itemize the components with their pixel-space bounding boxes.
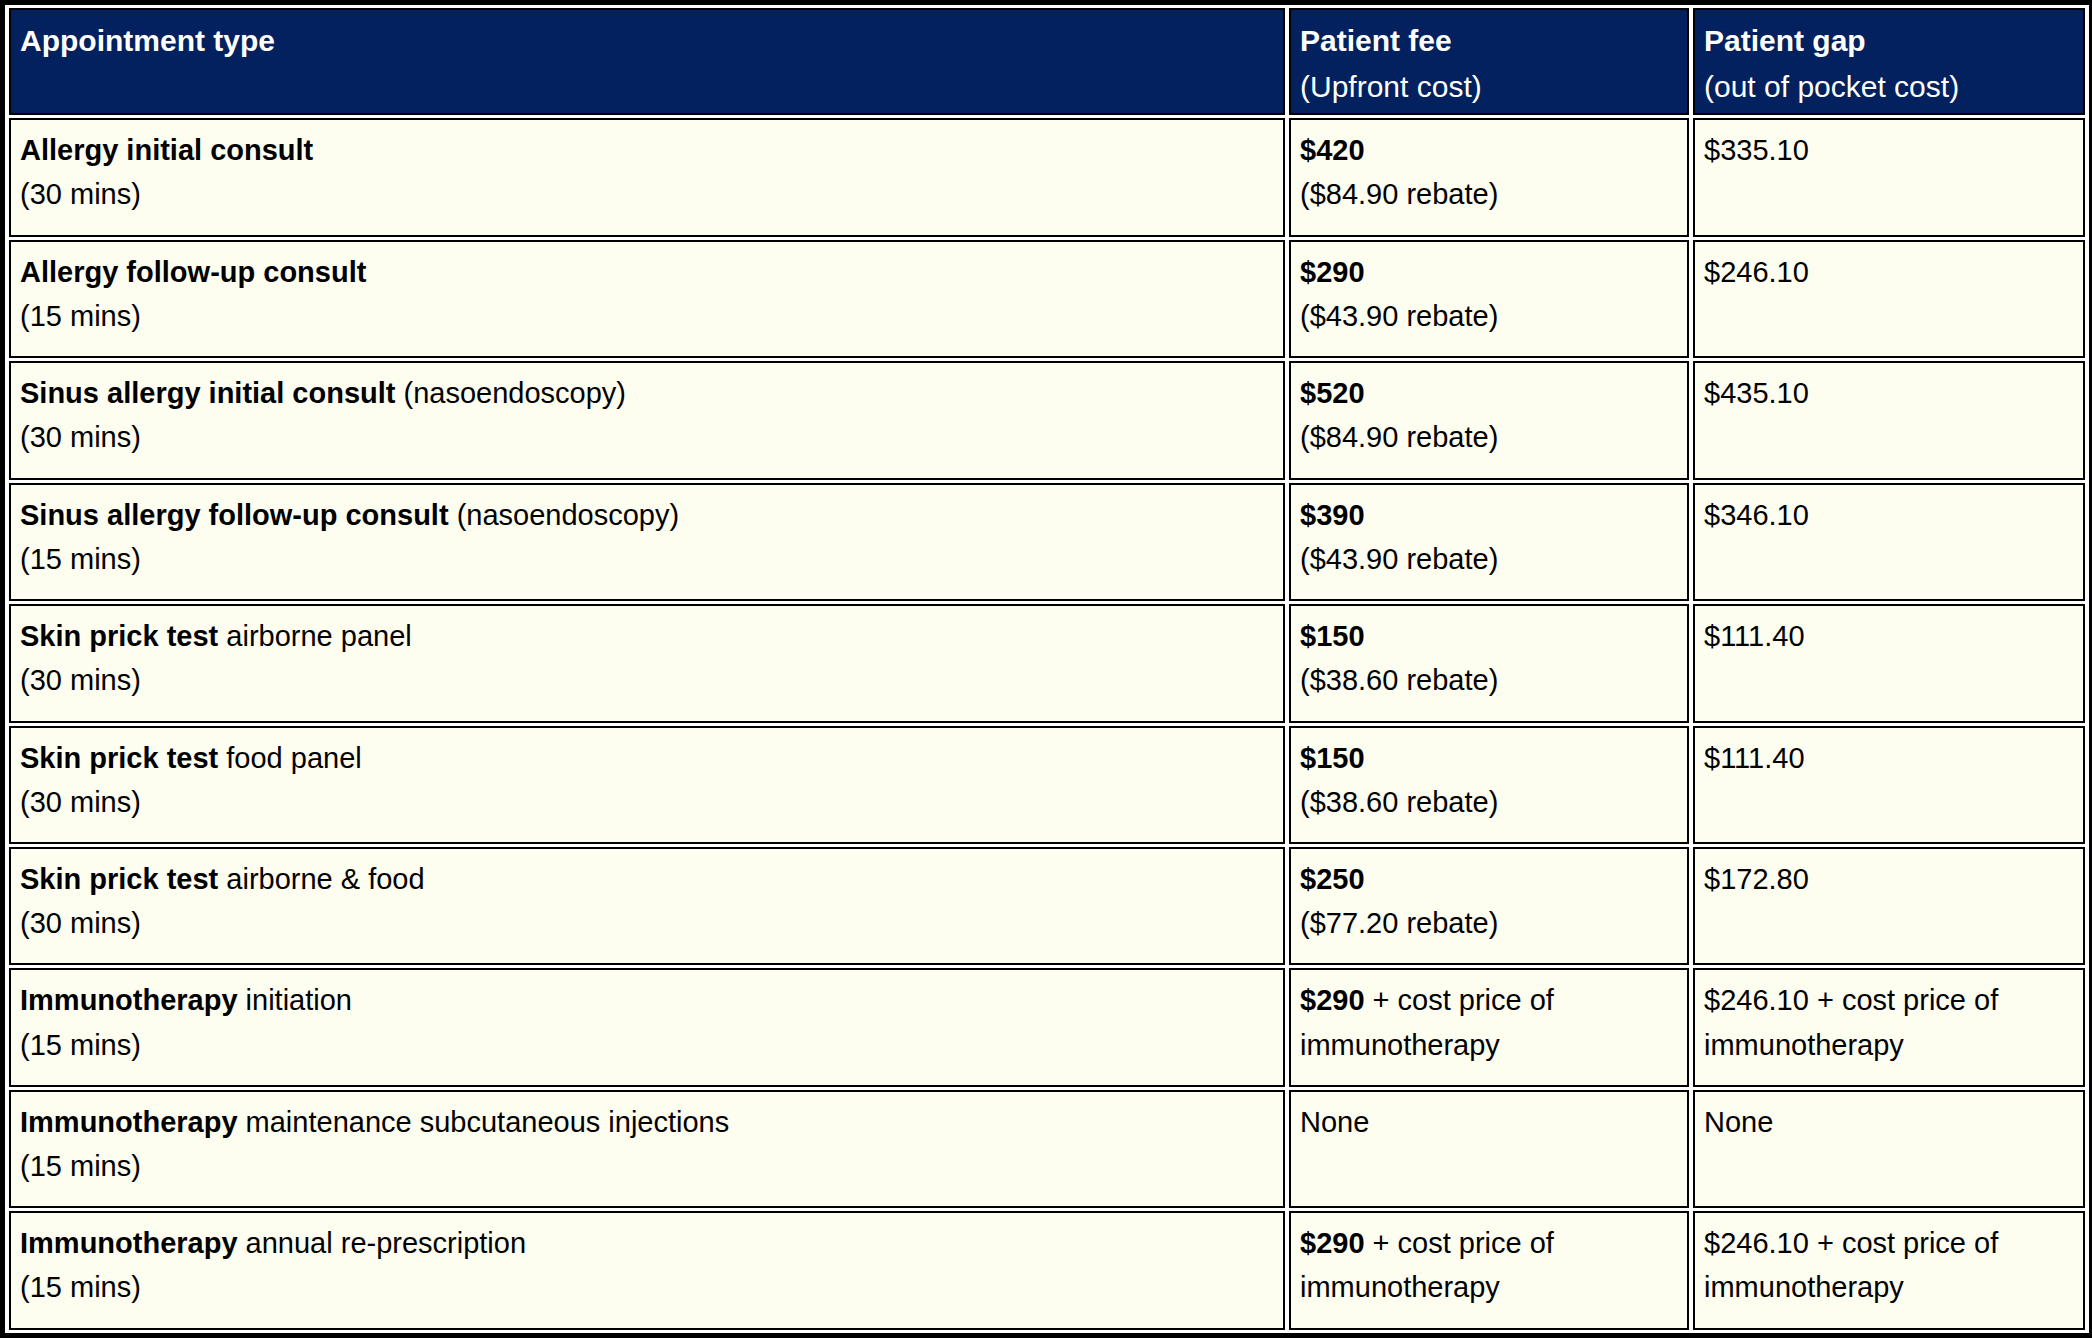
gap-amount: $111.40 — [1704, 614, 2073, 658]
patient-gap-cell: $435.10 — [1693, 361, 2085, 479]
appointment-duration: (15 mins) — [20, 294, 1273, 338]
patient-gap-cell: $335.10 — [1693, 118, 2085, 236]
patient-fee-cell: $150 ($38.60 rebate) — [1289, 604, 1689, 722]
table-row: Skin prick test airborne & food (30 mins… — [9, 847, 2085, 965]
appointment-type-cell: Sinus allergy follow-up consult (nasoend… — [9, 483, 1285, 601]
patient-gap-cell: $246.10 + cost price of immunotherapy — [1693, 968, 2085, 1086]
appointment-name: Immunotherapy annual re-prescription — [20, 1221, 1273, 1265]
fee-amount: $290 — [1300, 250, 1677, 294]
patient-fee-cell: $290 + cost price of immunotherapy — [1289, 1211, 1689, 1330]
fee-rebate-note: ($77.20 rebate) — [1300, 901, 1677, 945]
fee-rebate-note: ($38.60 rebate) — [1300, 780, 1677, 824]
patient-gap-cell: $111.40 — [1693, 604, 2085, 722]
appointment-type-cell: Skin prick test food panel (30 mins) — [9, 726, 1285, 844]
table-body: Allergy initial consult (30 mins) $420 (… — [9, 118, 2085, 1330]
fee-amount: None — [1300, 1100, 1677, 1144]
fee-amount: $150 — [1300, 614, 1677, 658]
patient-gap-cell: $172.80 — [1693, 847, 2085, 965]
appointment-type-cell: Allergy follow-up consult (15 mins) — [9, 240, 1285, 358]
appointment-type-cell: Sinus allergy initial consult (nasoendos… — [9, 361, 1285, 479]
appointment-name: Allergy initial consult — [20, 128, 1273, 172]
appointment-type-cell: Skin prick test airborne panel (30 mins) — [9, 604, 1285, 722]
fee-rebate-note: ($43.90 rebate) — [1300, 294, 1677, 338]
appointment-type-cell: Immunotherapy maintenance subcutaneous i… — [9, 1090, 1285, 1208]
gap-amount: $172.80 — [1704, 857, 2073, 901]
appointment-duration: (15 mins) — [20, 1265, 1273, 1309]
fee-rebate-note: ($38.60 rebate) — [1300, 658, 1677, 702]
table-row: Sinus allergy initial consult (nasoendos… — [9, 361, 2085, 479]
gap-amount: $246.10 + cost price of immunotherapy — [1704, 978, 2073, 1066]
fee-rebate-note: ($43.90 rebate) — [1300, 537, 1677, 581]
appointment-duration: (15 mins) — [20, 1023, 1273, 1067]
gap-amount: None — [1704, 1100, 2073, 1144]
fee-amount: $290 + cost price of immunotherapy — [1300, 1221, 1677, 1309]
fee-amount: $420 — [1300, 128, 1677, 172]
column-header-patient-gap: Patient gap (out of pocket cost) — [1693, 8, 2085, 115]
gap-amount: $246.10 — [1704, 250, 2073, 294]
column-title: Patient gap — [1704, 18, 2073, 64]
appointment-name: Skin prick test airborne & food — [20, 857, 1273, 901]
patient-fee-cell: $390 ($43.90 rebate) — [1289, 483, 1689, 601]
patient-fee-cell: $250 ($77.20 rebate) — [1289, 847, 1689, 965]
appointment-type-cell: Immunotherapy annual re-prescription (15… — [9, 1211, 1285, 1330]
column-header-patient-fee: Patient fee (Upfront cost) — [1289, 8, 1689, 115]
patient-fee-cell: $290 ($43.90 rebate) — [1289, 240, 1689, 358]
table-row: Allergy follow-up consult (15 mins) $290… — [9, 240, 2085, 358]
appointment-duration: (30 mins) — [20, 415, 1273, 459]
gap-amount: $335.10 — [1704, 128, 2073, 172]
patient-gap-cell: $246.10 + cost price of immunotherapy — [1693, 1211, 2085, 1330]
table-row: Skin prick test food panel (30 mins) $15… — [9, 726, 2085, 844]
fee-amount: $520 — [1300, 371, 1677, 415]
appointment-name: Sinus allergy follow-up consult (nasoend… — [20, 493, 1273, 537]
appointment-type-cell: Allergy initial consult (30 mins) — [9, 118, 1285, 236]
appointment-duration: (15 mins) — [20, 1144, 1273, 1188]
fee-rebate-note: ($84.90 rebate) — [1300, 415, 1677, 459]
table-row: Allergy initial consult (30 mins) $420 (… — [9, 118, 2085, 236]
patient-gap-cell: $246.10 — [1693, 240, 2085, 358]
fee-amount: $250 — [1300, 857, 1677, 901]
column-title: Appointment type — [20, 18, 1273, 64]
patient-fee-cell: $290 + cost price of immunotherapy — [1289, 968, 1689, 1086]
appointment-type-cell: Immunotherapy initiation (15 mins) — [9, 968, 1285, 1086]
table-row: Sinus allergy follow-up consult (nasoend… — [9, 483, 2085, 601]
fees-table: Appointment type Patient fee (Upfront co… — [0, 0, 2092, 1338]
header-row: Appointment type Patient fee (Upfront co… — [9, 8, 2085, 115]
table-row: Skin prick test airborne panel (30 mins)… — [9, 604, 2085, 722]
gap-amount: $346.10 — [1704, 493, 2073, 537]
appointment-duration: (30 mins) — [20, 658, 1273, 702]
gap-amount: $435.10 — [1704, 371, 2073, 415]
fee-amount: $290 + cost price of immunotherapy — [1300, 978, 1677, 1066]
table-row: Immunotherapy maintenance subcutaneous i… — [9, 1090, 2085, 1208]
column-title: Patient fee — [1300, 18, 1677, 64]
patient-fee-cell: $520 ($84.90 rebate) — [1289, 361, 1689, 479]
column-header-appointment-type: Appointment type — [9, 8, 1285, 115]
appointment-name: Immunotherapy initiation — [20, 978, 1273, 1022]
appointment-duration: (15 mins) — [20, 537, 1273, 581]
appointment-name: Skin prick test airborne panel — [20, 614, 1273, 658]
appointment-name: Allergy follow-up consult — [20, 250, 1273, 294]
column-subtitle: (out of pocket cost) — [1704, 64, 2073, 110]
table-row: Immunotherapy annual re-prescription (15… — [9, 1211, 2085, 1330]
appointment-name: Immunotherapy maintenance subcutaneous i… — [20, 1100, 1273, 1144]
column-subtitle: (Upfront cost) — [1300, 64, 1677, 110]
appointment-name: Sinus allergy initial consult (nasoendos… — [20, 371, 1273, 415]
fee-amount: $150 — [1300, 736, 1677, 780]
fee-amount: $390 — [1300, 493, 1677, 537]
patient-fee-cell: $420 ($84.90 rebate) — [1289, 118, 1689, 236]
gap-amount: $111.40 — [1704, 736, 2073, 780]
appointment-duration: (30 mins) — [20, 780, 1273, 824]
table-row: Immunotherapy initiation (15 mins) $290 … — [9, 968, 2085, 1086]
fee-rebate-note: ($84.90 rebate) — [1300, 172, 1677, 216]
gap-amount: $246.10 + cost price of immunotherapy — [1704, 1221, 2073, 1309]
appointment-type-cell: Skin prick test airborne & food (30 mins… — [9, 847, 1285, 965]
table-header: Appointment type Patient fee (Upfront co… — [9, 8, 2085, 115]
patient-gap-cell: $111.40 — [1693, 726, 2085, 844]
patient-gap-cell: $346.10 — [1693, 483, 2085, 601]
appointment-name: Skin prick test food panel — [20, 736, 1273, 780]
patient-fee-cell: $150 ($38.60 rebate) — [1289, 726, 1689, 844]
appointment-duration: (30 mins) — [20, 172, 1273, 216]
appointment-duration: (30 mins) — [20, 901, 1273, 945]
patient-gap-cell: None — [1693, 1090, 2085, 1208]
patient-fee-cell: None — [1289, 1090, 1689, 1208]
